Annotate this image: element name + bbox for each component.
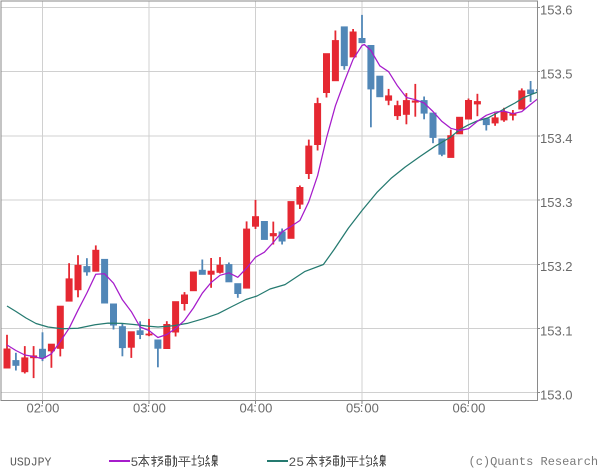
svg-text:00: 00 (471, 401, 485, 416)
svg-text:00: 00 (364, 401, 378, 416)
svg-text:05: 05 (346, 401, 360, 416)
svg-text:00: 00 (45, 401, 59, 416)
svg-text:153.1: 153.1 (540, 323, 573, 338)
svg-text:(c)Quants Research: (c)Quants Research (469, 455, 599, 469)
svg-text:03: 03 (133, 401, 147, 416)
svg-text:153.0: 153.0 (540, 388, 573, 403)
svg-text:02: 02 (27, 401, 41, 416)
svg-text:USDJPY: USDJPY (10, 457, 52, 470)
svg-text:153.4: 153.4 (540, 131, 573, 146)
svg-text:153.2: 153.2 (540, 259, 573, 274)
svg-text::: : (253, 400, 257, 415)
svg-text:5: 5 (131, 455, 139, 470)
svg-text::: : (40, 400, 44, 415)
svg-text:06: 06 (453, 401, 467, 416)
svg-text:25: 25 (289, 455, 305, 470)
svg-text::: : (360, 400, 364, 415)
svg-text:153.5: 153.5 (540, 67, 573, 82)
svg-text:00: 00 (151, 401, 165, 416)
svg-text::: : (466, 400, 470, 415)
svg-text::: : (147, 400, 151, 415)
svg-text:153.3: 153.3 (540, 195, 573, 210)
svg-text:04: 04 (240, 401, 254, 416)
svg-text:00: 00 (258, 401, 272, 416)
svg-text:153.6: 153.6 (540, 2, 573, 17)
